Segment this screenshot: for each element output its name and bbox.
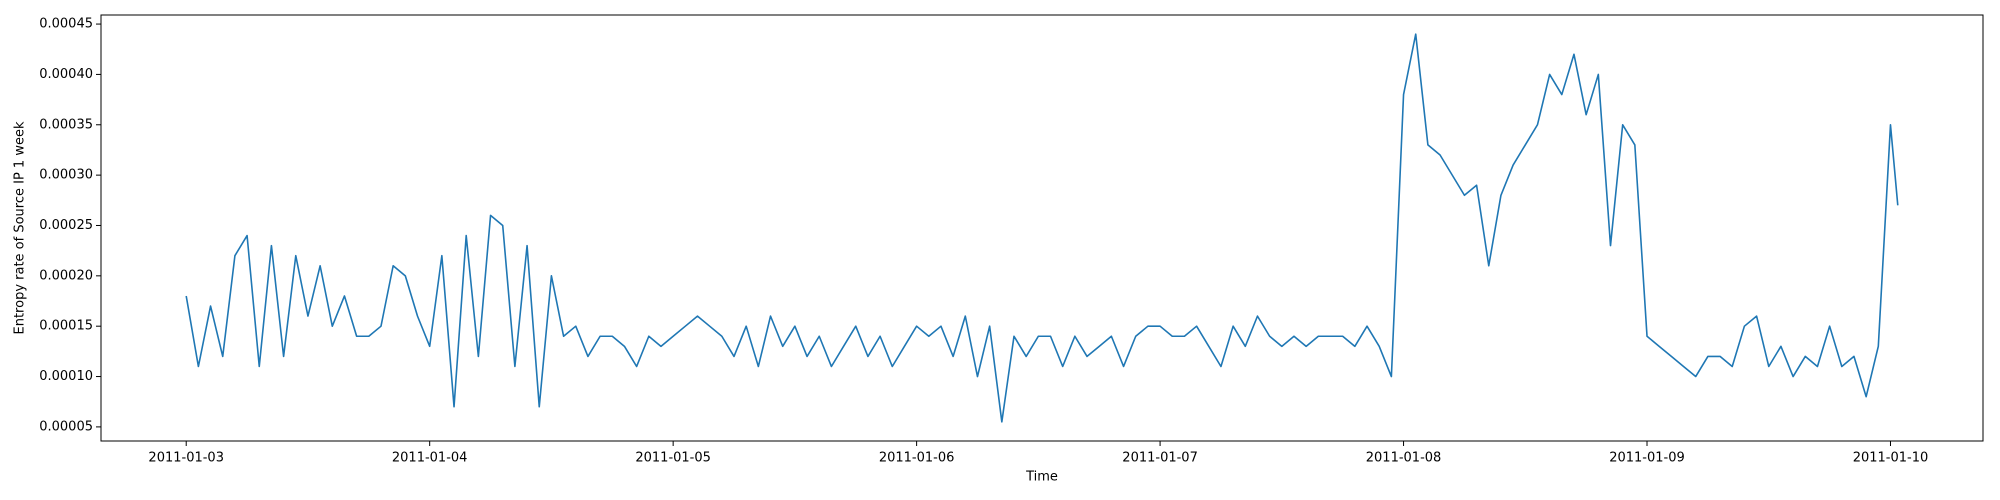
data-line [185,33,1899,423]
y-tick-label: 0.00020 [39,268,93,283]
y-tick-label: 0.00045 [39,17,93,32]
x-tick-label: 2011-01-09 [1609,451,1685,466]
x-tick-label: 2011-01-06 [879,451,955,466]
y-tick-label: 0.00025 [39,218,93,233]
x-tick-label: 2011-01-04 [392,451,468,466]
y-tick-label: 0.00030 [39,168,93,183]
x-tick-label: 2011-01-07 [1122,451,1198,466]
y-tick-label: 0.00040 [39,67,93,82]
x-tick-label: 2011-01-03 [148,451,224,466]
y-tick-label: 0.00005 [39,419,93,434]
y-tick-label: 0.00010 [39,369,93,384]
y-axis-label: Entropy rate of Source IP 1 week [13,121,28,334]
x-tick-label: 2011-01-08 [1366,451,1442,466]
plot-frame [100,14,1984,442]
x-tick-label: 2011-01-05 [635,451,711,466]
y-tick-label: 0.00015 [39,319,93,334]
x-axis-label: Time [1025,470,1058,485]
y-tick-label: 0.00035 [39,117,93,132]
x-tick-label: 2011-01-10 [1853,451,1929,466]
